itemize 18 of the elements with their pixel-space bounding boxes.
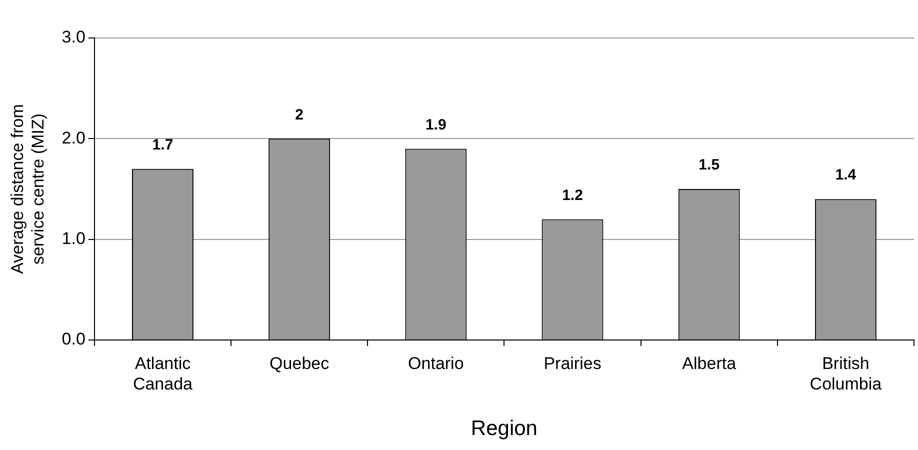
x-tick-label: Quebec <box>270 354 330 373</box>
x-tick-label: Prairies <box>544 354 602 373</box>
data-label: 1.2 <box>562 186 583 204</box>
data-label: 2 <box>295 106 304 124</box>
data-label: 1.4 <box>835 166 857 184</box>
data-label: 1.9 <box>425 116 446 134</box>
y-tick-label: 2.0 <box>62 128 86 148</box>
y-axis-title: Average distance from service centre (MIZ) <box>8 104 48 274</box>
y-tick-label: 3.0 <box>62 28 86 47</box>
x-tick-label: British Columbia <box>810 354 882 394</box>
data-label: 1.5 <box>698 156 720 174</box>
data-label: 1.7 <box>152 136 174 154</box>
y-tick-label: 0.0 <box>62 330 86 349</box>
y-tick-label: 1.0 <box>62 229 86 248</box>
x-tick-label: Alberta <box>682 354 737 373</box>
x-tick-label: Ontario <box>408 354 464 373</box>
x-axis-title: Region <box>470 417 538 440</box>
x-tick-label: Atlantic Canada <box>132 354 194 394</box>
